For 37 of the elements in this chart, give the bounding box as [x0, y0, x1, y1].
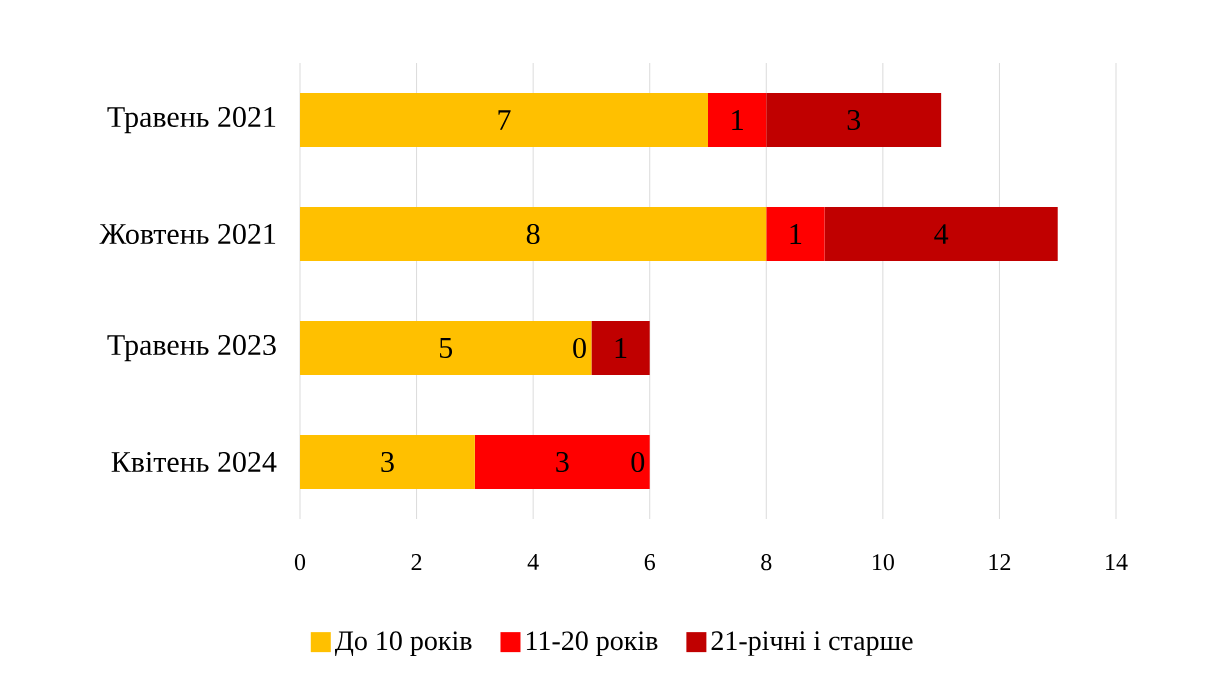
- y-tick-label: Травень 2021: [107, 106, 276, 134]
- y-tick-label: Жовтень 2021: [99, 223, 276, 245]
- x-tick-label: 2: [411, 554, 422, 570]
- bar: [474, 435, 650, 490]
- bar: [708, 93, 767, 148]
- bar: [300, 321, 592, 376]
- x-tick-label: 10: [872, 554, 894, 571]
- bar: [766, 93, 942, 148]
- data-label: 1: [732, 110, 743, 130]
- x-tick-label: 14: [1106, 554, 1128, 570]
- data-label: 0: [573, 337, 586, 359]
- bar: [824, 207, 1058, 262]
- x-tick-label: 4: [527, 554, 539, 570]
- data-label: 3: [556, 451, 569, 473]
- data-label: 3: [847, 109, 861, 131]
- x-tick-label: 0: [294, 554, 306, 571]
- data-label: 7: [498, 110, 511, 130]
- data-label: 0: [631, 451, 645, 473]
- data-label: 5: [439, 338, 453, 358]
- x-tick-label: 8: [761, 554, 772, 571]
- bar: [300, 435, 475, 490]
- legend-label: 21-річні і старше: [711, 631, 913, 656]
- bar: [300, 207, 767, 262]
- bar: [766, 207, 825, 262]
- data-label: 1: [615, 338, 627, 358]
- data-label: 3: [381, 451, 394, 473]
- legend-label: До 10 років: [334, 631, 472, 656]
- y-tick-label: Травень 2023: [107, 334, 276, 362]
- y-tick-label: Квітень 2024: [111, 451, 277, 473]
- bar: [300, 93, 709, 148]
- bar: [591, 321, 650, 376]
- data-label: 4: [934, 224, 949, 244]
- legend-label: 11-20 років: [526, 631, 658, 656]
- x-tick-label: 12: [989, 554, 1011, 570]
- data-label: 1: [790, 224, 802, 244]
- x-tick-label: 6: [644, 554, 656, 571]
- data-label: 8: [526, 223, 540, 245]
